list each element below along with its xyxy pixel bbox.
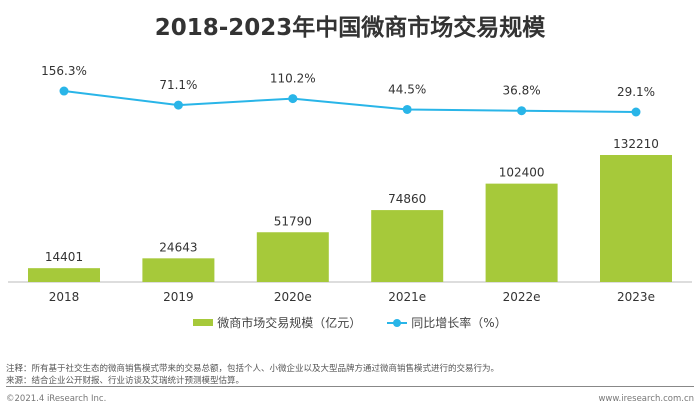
bar <box>28 268 100 282</box>
bar-swatch-icon <box>193 319 214 326</box>
divider <box>6 386 694 387</box>
x-tick-label: 2023e <box>617 290 655 304</box>
chart-svg: 14401 2018 24643 2019 51790 2020e 74860 2021e 10… <box>8 64 692 304</box>
bar-label: 102400 <box>499 166 545 180</box>
growth-point <box>631 107 641 117</box>
bar <box>600 155 672 282</box>
bar <box>485 183 558 282</box>
bar <box>256 232 329 282</box>
legend-bar: 微商市场交易规模（亿元） <box>193 314 361 331</box>
legend-line: 同比增长率（%） <box>387 314 507 331</box>
x-tick-label: 2021e <box>388 290 426 304</box>
growth-label: 110.2% <box>270 72 316 86</box>
copyright: ©2021.4 iResearch Inc. <box>6 394 107 404</box>
x-tick-label: 2020e <box>274 290 312 304</box>
bar-label: 14401 <box>45 250 83 264</box>
growth-point <box>517 106 527 116</box>
growth-point <box>288 94 298 104</box>
growth-point <box>402 104 412 114</box>
x-tick-label: 2018 <box>49 290 80 304</box>
bar-label: 51790 <box>274 214 312 228</box>
bar-label: 74860 <box>388 192 426 206</box>
x-tick-label: 2022e <box>503 290 541 304</box>
growth-label: 44.5% <box>388 82 426 96</box>
growth-point <box>173 100 183 110</box>
note-text: 注释：所有基于社交生态的微商销售模式带来的交易总额，包括个人、小微企业以及大型品… <box>6 364 500 374</box>
bar <box>371 210 444 282</box>
growth-label: 36.8% <box>503 84 541 98</box>
growth-point <box>59 86 69 96</box>
legend: 微商市场交易规模（亿元） 同比增长率（%） <box>0 314 700 331</box>
chart-title: 2018-2023年中国微商市场交易规模 <box>154 15 546 41</box>
x-tick-label: 2019 <box>163 290 194 304</box>
growth-label: 71.1% <box>159 78 197 92</box>
website: www.iresearch.com.cn <box>598 394 694 404</box>
bar-label: 132210 <box>613 137 659 151</box>
growth-line <box>63 90 637 113</box>
line-marker-icon <box>387 318 408 327</box>
growth-label: 156.3% <box>41 64 87 78</box>
bar-label: 24643 <box>159 240 197 254</box>
source-text: 来源：结合企业公开财报、行业访谈及艾瑞统计预测模型估算。 <box>6 376 245 386</box>
growth-label: 29.1% <box>617 85 655 99</box>
bar <box>142 258 215 282</box>
